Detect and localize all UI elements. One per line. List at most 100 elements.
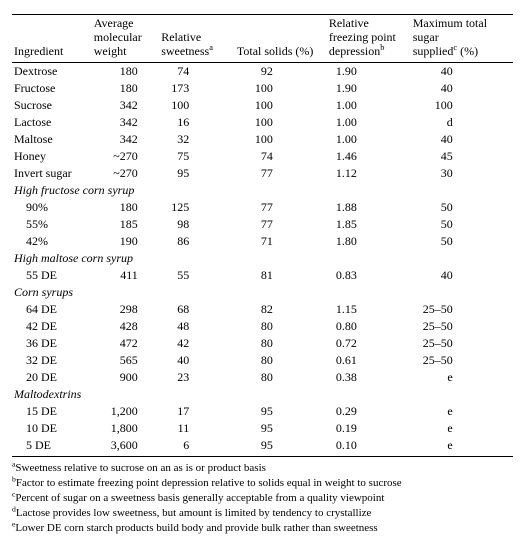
cell-ms: 50 [411,233,513,250]
cell-ts: 100 [235,114,327,131]
section-label: High maltose corn syrup [12,250,513,267]
section-row: High fructose corn syrup [12,182,513,199]
cell-sw: 95 [159,165,235,182]
cell-ingredient: 10 DE [12,420,92,437]
cell-sw: 100 [159,97,235,114]
section-label: Maltodextrins [12,386,513,403]
cell-sw: 74 [159,63,235,81]
cell-mw: 342 [92,114,159,131]
cell-sw: 40 [159,352,235,369]
table-row: Sucrose3421001001.00100 [12,97,513,114]
cell-ms: 45 [411,148,513,165]
cell-mw: ~270 [92,148,159,165]
cell-ms: e [411,420,513,437]
cell-ts: 71 [235,233,327,250]
cell-ms: 50 [411,216,513,233]
cell-ts: 95 [235,403,327,420]
section-row: High maltose corn syrup [12,250,513,267]
cell-fp: 1.90 [327,63,411,81]
table-row: Invert sugar~27095771.1230 [12,165,513,182]
cell-ingredient: Lactose [12,114,92,131]
section-row: Corn syrups [12,284,513,301]
cell-mw: 565 [92,352,159,369]
table-row: 42 DE42848800.8025–50 [12,318,513,335]
table-body: Dextrose18074921.9040Fructose1801731001.… [12,63,513,455]
cell-fp: 1.00 [327,114,411,131]
cell-ts: 100 [235,97,327,114]
cell-fp: 0.19 [327,420,411,437]
cell-sw: 75 [159,148,235,165]
col-max-sugar: Maximum total sugar suppliedc (%) [411,15,513,63]
cell-sw: 17 [159,403,235,420]
cell-sw: 68 [159,301,235,318]
cell-ms: 25–50 [411,352,513,369]
cell-ts: 77 [235,199,327,216]
cell-ingredient: 55% [12,216,92,233]
footnote-b: bFactor to estimate freezing point depre… [12,476,513,491]
section-row: Maltodextrins [12,386,513,403]
cell-ms: e [411,437,513,454]
cell-fp: 1.80 [327,233,411,250]
table-row: 55%18598771.8550 [12,216,513,233]
table-row: 15 DE1,20017950.29e [12,403,513,420]
cell-fp: 0.83 [327,267,411,284]
cell-ts: 82 [235,301,327,318]
cell-ingredient: Maltose [12,131,92,148]
cell-fp: 1.90 [327,80,411,97]
cell-mw: 3,600 [92,437,159,454]
cell-sw: 98 [159,216,235,233]
cell-ms: 25–50 [411,318,513,335]
cell-ingredient: 15 DE [12,403,92,420]
cell-ts: 80 [235,318,327,335]
cell-sw: 42 [159,335,235,352]
cell-sw: 173 [159,80,235,97]
cell-sw: 48 [159,318,235,335]
cell-ingredient: 36 DE [12,335,92,352]
section-label: Corn syrups [12,284,513,301]
cell-ingredient: 55 DE [12,267,92,284]
cell-ms: e [411,403,513,420]
cell-fp: 1.00 [327,97,411,114]
cell-ts: 81 [235,267,327,284]
cell-ts: 95 [235,420,327,437]
cell-mw: 190 [92,233,159,250]
cell-sw: 16 [159,114,235,131]
col-freezing-point: Relative freezing point depressionb [327,15,411,63]
footnote-d: dLactose provides low sweetness, but amo… [12,506,513,521]
cell-ingredient: 5 DE [12,437,92,454]
cell-fp: 1.46 [327,148,411,165]
table-row: Lactose342161001.00d [12,114,513,131]
cell-ts: 80 [235,369,327,386]
sweetener-table: Ingredient Average molecular weight Rela… [12,14,513,454]
cell-fp: 1.12 [327,165,411,182]
cell-mw: ~270 [92,165,159,182]
cell-fp: 1.85 [327,216,411,233]
header-row: Ingredient Average molecular weight Rela… [12,15,513,63]
table-row: 90%180125771.8850 [12,199,513,216]
cell-mw: 1,800 [92,420,159,437]
cell-mw: 1,200 [92,403,159,420]
table-row: 36 DE47242800.7225–50 [12,335,513,352]
cell-ingredient: 90% [12,199,92,216]
cell-sw: 6 [159,437,235,454]
footnote-a: aSweetness relative to sucrose on an as … [12,461,513,476]
cell-fp: 0.38 [327,369,411,386]
cell-ts: 80 [235,335,327,352]
cell-mw: 472 [92,335,159,352]
cell-ts: 80 [235,352,327,369]
col-relative-sweetness: Relative sweetnessa [159,15,235,63]
cell-mw: 185 [92,216,159,233]
cell-ms: 30 [411,165,513,182]
cell-ts: 77 [235,165,327,182]
cell-mw: 342 [92,131,159,148]
cell-sw: 55 [159,267,235,284]
cell-ms: e [411,369,513,386]
cell-mw: 900 [92,369,159,386]
cell-ingredient: 42 DE [12,318,92,335]
cell-fp: 0.80 [327,318,411,335]
cell-ingredient: 32 DE [12,352,92,369]
table-row: 5 DE3,6006950.10e [12,437,513,454]
cell-fp: 0.61 [327,352,411,369]
col-avg-mol-weight: Average molecular weight [92,15,159,63]
cell-ingredient: 64 DE [12,301,92,318]
